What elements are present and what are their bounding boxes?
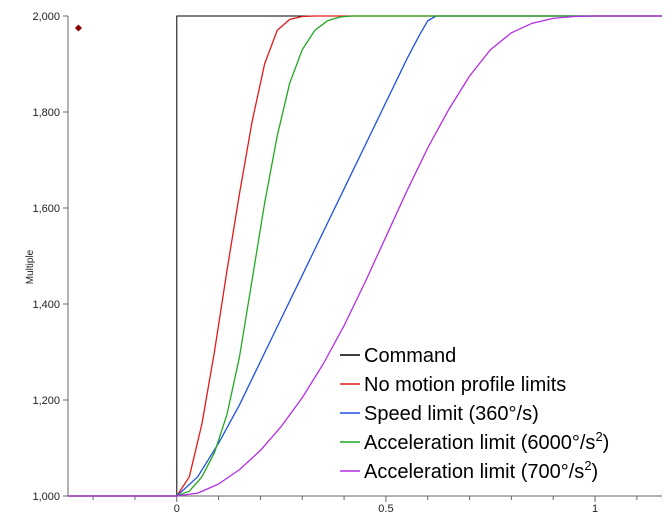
y-tick-label: 1,400 [32, 299, 60, 311]
legend: Command No motion profile limits Speed lim… [340, 345, 609, 483]
y-tick-label: 1,200 [32, 395, 60, 407]
x-tick-label: 1 [592, 503, 598, 515]
series-line-4 [68, 15, 662, 497]
legend-label-3: Acceleration limit (6000°/s2) [364, 429, 609, 454]
y-tick-label: 1,600 [32, 203, 60, 215]
series-line-2 [68, 15, 662, 497]
y-tick-label: 2,000 [32, 11, 60, 23]
legend-label-4: Acceleration limit (700°/s2) [364, 458, 598, 483]
y-axis-title: Multiple [25, 249, 36, 284]
y-tick-label: 1,800 [32, 107, 60, 119]
series-line-1 [68, 15, 662, 497]
y-tick-label: 1,000 [32, 491, 60, 503]
series-line-3 [68, 15, 662, 497]
legend-label-2: Speed limit (360°/s) [364, 403, 539, 425]
legend-label-1: No motion profile limits [364, 374, 566, 396]
legend-label-0: Command [364, 345, 456, 367]
plot-area: 1,000 1,200 1,400 1,600 1,800 2,000 0 0.5 1 [32, 11, 662, 515]
marker-diamond-0 [74, 24, 82, 32]
x-tick-label: 0.5 [378, 503, 393, 515]
x-tick-label: 0 [174, 503, 180, 515]
